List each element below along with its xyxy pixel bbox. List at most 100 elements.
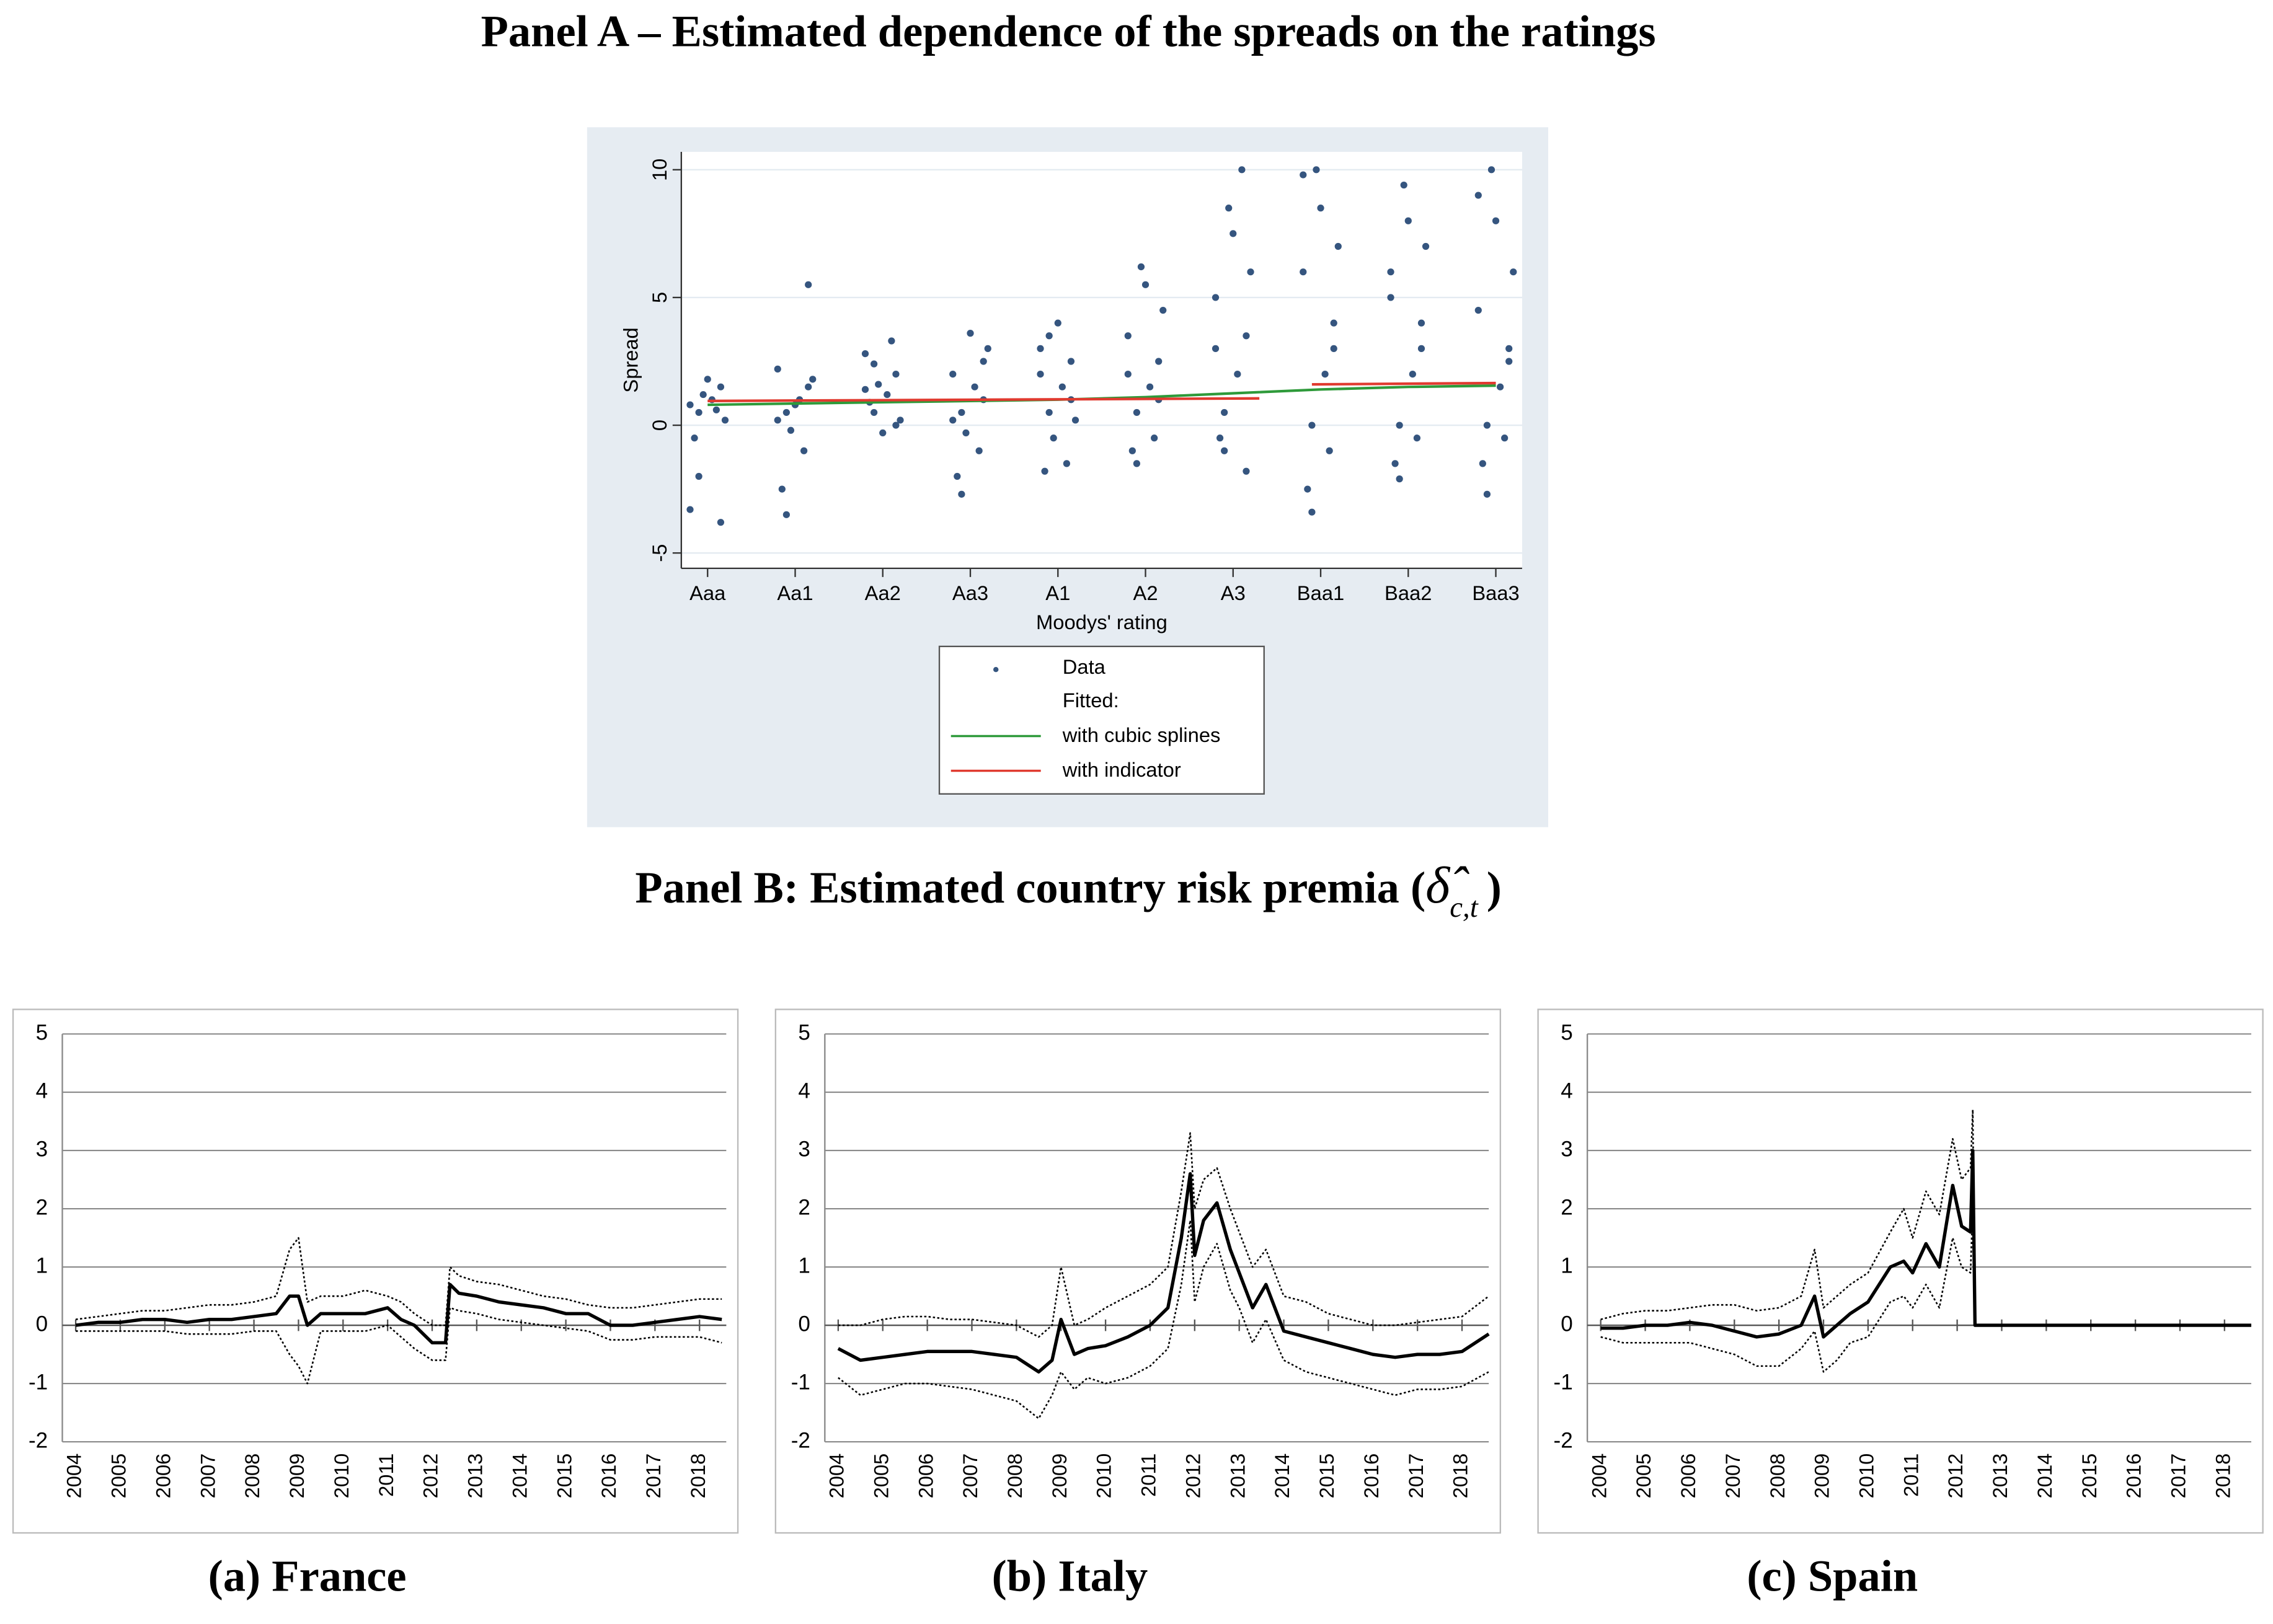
legend-label: Data [1063, 655, 1106, 678]
caption: (b) Italy [992, 1550, 1148, 1600]
legend-marker [993, 666, 999, 673]
data-point [1041, 467, 1048, 475]
y-tick-label: 4 [1561, 1079, 1573, 1103]
data-point [704, 376, 711, 383]
data-point [1216, 435, 1224, 442]
x-tick-label: Baa3 [1472, 581, 1519, 604]
data-point [1413, 435, 1421, 442]
x-tick-label: 2010 [330, 1454, 353, 1499]
data-point [721, 417, 729, 424]
data-point [1124, 332, 1132, 340]
x-tick-label: 2010 [1854, 1454, 1877, 1499]
data-point [1417, 345, 1425, 352]
data-point [1146, 383, 1154, 391]
data-point [1238, 166, 1246, 174]
data-point [1212, 345, 1220, 352]
y-tick-label: 5 [798, 1020, 810, 1044]
y-tick-label: -2 [791, 1428, 810, 1452]
data-point [984, 345, 991, 352]
x-tick-label: 2015 [2078, 1454, 2101, 1499]
data-point [1479, 460, 1486, 467]
x-tick-label: 2017 [2167, 1454, 2190, 1499]
data-point [949, 370, 957, 378]
data-point [1128, 447, 1136, 454]
y-tick-label: 2 [36, 1195, 48, 1219]
x-tick-label: 2004 [1587, 1454, 1610, 1499]
data-point [712, 406, 720, 413]
data-point [774, 365, 781, 373]
data-point [967, 330, 974, 337]
data-point [1317, 205, 1324, 212]
data-point [1124, 370, 1132, 378]
y-tick-label: 0 [798, 1312, 810, 1336]
x-tick-label: 2014 [508, 1454, 531, 1499]
x-tick-label: A1 [1045, 581, 1070, 604]
y-tick-label: 0 [648, 420, 671, 431]
data-point [871, 408, 878, 417]
data-point [1045, 408, 1053, 417]
data-point [800, 447, 808, 454]
legend-box [938, 645, 1265, 795]
x-tick-label: 2017 [1404, 1454, 1427, 1499]
data-point [962, 429, 970, 437]
x-tick-label: 2007 [959, 1454, 981, 1499]
data-point [1221, 408, 1228, 417]
data-point [1326, 447, 1333, 454]
caption: (a) France [208, 1550, 407, 1600]
confidence-band [1600, 1202, 2251, 1373]
data-point [782, 408, 790, 417]
x-tick-label: 2015 [552, 1454, 575, 1499]
data-point [1037, 370, 1044, 378]
x-tick-label: 2009 [1048, 1454, 1071, 1499]
data-point [1151, 435, 1158, 442]
y-tick-label: 0 [1561, 1312, 1573, 1336]
x-tick-label: 2006 [914, 1454, 937, 1499]
data-point [1387, 294, 1394, 301]
data-point [1492, 217, 1500, 224]
x-tick-label: 2010 [1092, 1454, 1115, 1499]
data-point [861, 350, 869, 358]
data-point [1133, 460, 1141, 467]
panel-frame [774, 1008, 1502, 1534]
x-tick-label: 2007 [196, 1454, 219, 1499]
x-tick-label: 2014 [2033, 1454, 2056, 1499]
data-point [695, 408, 702, 417]
data-point [1496, 383, 1504, 391]
estimate-line [75, 1282, 722, 1344]
data-point [1225, 205, 1233, 212]
y-tick-label: 3 [1561, 1137, 1573, 1161]
data-point [1050, 435, 1057, 442]
data-point [884, 391, 891, 399]
legend-label: with cubic splines [1062, 723, 1221, 746]
data-point [980, 358, 987, 365]
y-tick-label: 2 [1561, 1195, 1573, 1219]
x-tick-label: 2005 [1632, 1454, 1655, 1499]
data-point [971, 383, 978, 391]
data-point [1243, 467, 1250, 475]
data-point [686, 506, 694, 513]
data-point [809, 376, 817, 383]
data-point [1487, 166, 1495, 174]
x-tick-label: 2011 [1137, 1454, 1160, 1497]
data-point [1141, 281, 1150, 288]
data-point [892, 370, 900, 378]
x-tick-label: 2016 [2122, 1454, 2145, 1499]
data-point [717, 383, 725, 391]
data-point [1510, 268, 1517, 276]
y-tick-label: 5 [648, 292, 671, 303]
x-tick-label: 2015 [1315, 1454, 1338, 1499]
data-point [1221, 447, 1228, 454]
data-point [1243, 332, 1250, 340]
x-tick-label: 2009 [1810, 1454, 1833, 1499]
data-point [1422, 242, 1430, 250]
data-point [1155, 358, 1163, 365]
panel-b-title: Panel B: Estimated country risk premia (… [635, 857, 1502, 924]
x-axis-label: Moodys' rating [1036, 611, 1168, 633]
data-point [805, 383, 812, 391]
y-tick-label: 4 [36, 1079, 48, 1103]
x-tick-label: 2013 [464, 1454, 487, 1499]
panel-b-text: Panel B: Estimated country risk premia ( [635, 862, 1425, 912]
data-point [897, 417, 904, 424]
